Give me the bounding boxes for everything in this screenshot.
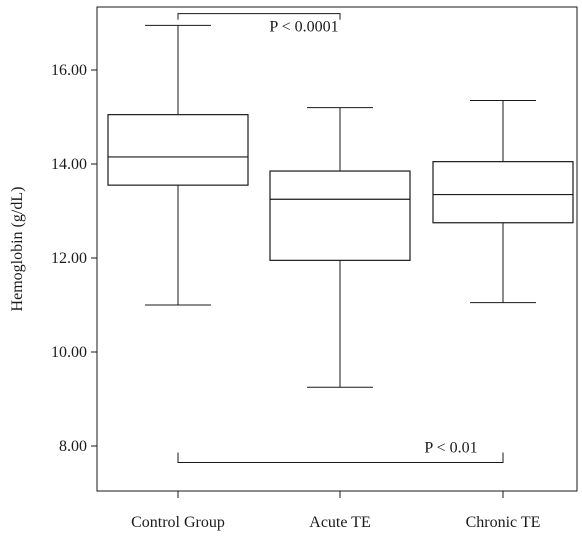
box-chronic-te xyxy=(432,100,574,304)
x-tick-label: Control Group xyxy=(131,514,225,531)
p-value-label: P < 0.0001 xyxy=(269,19,338,36)
plot-frame xyxy=(96,6,578,492)
y-axis-title: Hemoglobin (g/dL) xyxy=(9,187,26,312)
significance-bracket: P < 0.0001 xyxy=(177,13,341,36)
x-tick-label: Chronic TE xyxy=(466,514,541,531)
x-axis-ticks: Control Group Acute TE Chronic TE xyxy=(131,491,540,531)
box-series xyxy=(107,24,574,388)
box-control-group xyxy=(107,24,249,306)
box-iqr xyxy=(107,114,249,186)
box-iqr xyxy=(269,170,411,261)
y-tick-label: 8.00 xyxy=(59,438,87,455)
y-tick-label: 16.00 xyxy=(51,62,87,79)
y-tick-label: 10.00 xyxy=(51,344,87,361)
bracket-line xyxy=(177,452,504,463)
p-value-label: P < 0.01 xyxy=(424,439,477,456)
box-acute-te xyxy=(269,107,411,388)
y-tick-label: 12.00 xyxy=(51,250,87,267)
x-tick-label: Acute TE xyxy=(309,514,370,531)
box-iqr xyxy=(432,161,574,224)
significance-annotations: P < 0.0001 P < 0.01 xyxy=(177,13,504,463)
y-axis-ticks: 8.00 10.00 12.00 14.00 16.00 xyxy=(51,62,97,455)
significance-bracket: P < 0.01 xyxy=(177,439,504,463)
y-tick-label: 14.00 xyxy=(51,156,87,173)
bracket-line xyxy=(177,13,341,20)
